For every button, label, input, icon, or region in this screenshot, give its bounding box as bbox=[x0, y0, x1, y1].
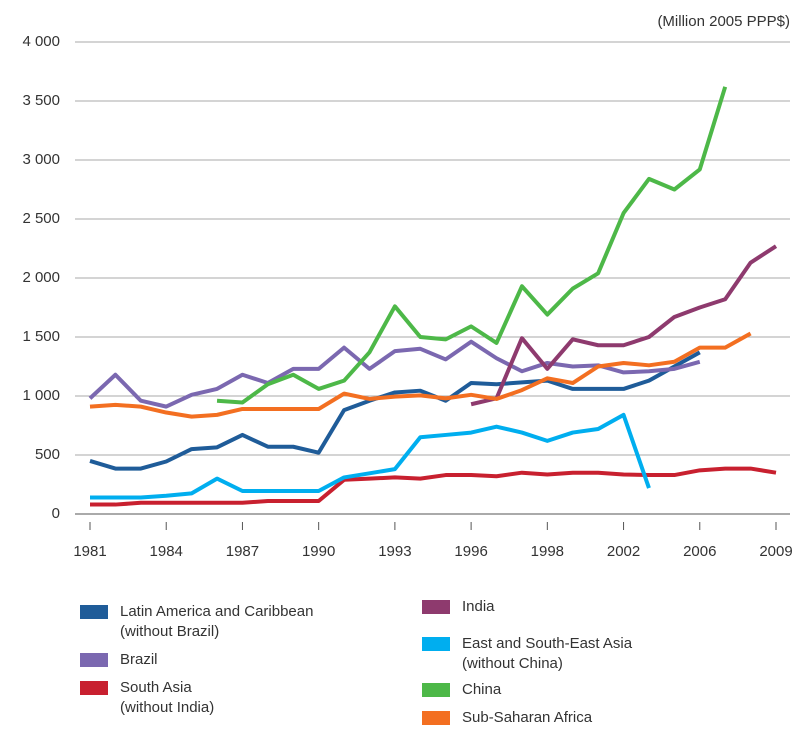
x-tick-label: 1981 bbox=[73, 543, 106, 560]
legend-label: Latin America and Caribbean (without Bra… bbox=[120, 603, 314, 640]
x-tick-label: 1998 bbox=[531, 543, 564, 560]
legend-swatch bbox=[422, 683, 450, 697]
y-tick-label: 1 000 bbox=[22, 387, 60, 404]
x-tick-label: 2009 bbox=[759, 543, 792, 560]
legend-swatch bbox=[422, 637, 450, 651]
y-tick-label: 4 000 bbox=[22, 33, 60, 50]
x-tick-label: 2006 bbox=[683, 543, 716, 560]
x-tick-label: 1984 bbox=[150, 543, 183, 560]
series-line bbox=[89, 331, 752, 419]
y-tick-label: 500 bbox=[35, 446, 60, 463]
series-line bbox=[216, 86, 728, 405]
legend-label: Brazil bbox=[120, 651, 158, 668]
unit-label: (Million 2005 PPP$) bbox=[657, 13, 790, 30]
legend-label: India bbox=[462, 598, 495, 615]
y-tick-label: 1 500 bbox=[22, 328, 60, 345]
legend-label: Sub-Saharan Africa bbox=[462, 709, 593, 726]
legend-label: China bbox=[462, 681, 502, 698]
legend-swatch bbox=[80, 681, 108, 695]
series-line bbox=[90, 412, 651, 500]
x-tick-label: 1993 bbox=[378, 543, 411, 560]
y-tick-label: 0 bbox=[52, 505, 60, 522]
y-tick-label: 3 500 bbox=[22, 92, 60, 109]
legend-swatch bbox=[422, 600, 450, 614]
x-tick-label: 1990 bbox=[302, 543, 335, 560]
legend-swatch bbox=[422, 711, 450, 725]
x-tick-label: 1987 bbox=[226, 543, 259, 560]
series-line bbox=[470, 244, 778, 407]
x-tick-label: 2002 bbox=[607, 543, 640, 560]
series-line bbox=[90, 466, 777, 507]
y-tick-label: 2 000 bbox=[22, 269, 60, 286]
legend-swatch bbox=[80, 653, 108, 667]
series-line bbox=[89, 350, 701, 471]
legend-label: East and South-East Asia (without China) bbox=[462, 635, 633, 672]
y-tick-label: 2 500 bbox=[22, 210, 60, 227]
legend-label: South Asia (without India) bbox=[120, 679, 215, 716]
legend-swatch bbox=[80, 605, 108, 619]
x-tick-label: 1996 bbox=[454, 543, 487, 560]
y-tick-label: 3 000 bbox=[22, 151, 60, 168]
